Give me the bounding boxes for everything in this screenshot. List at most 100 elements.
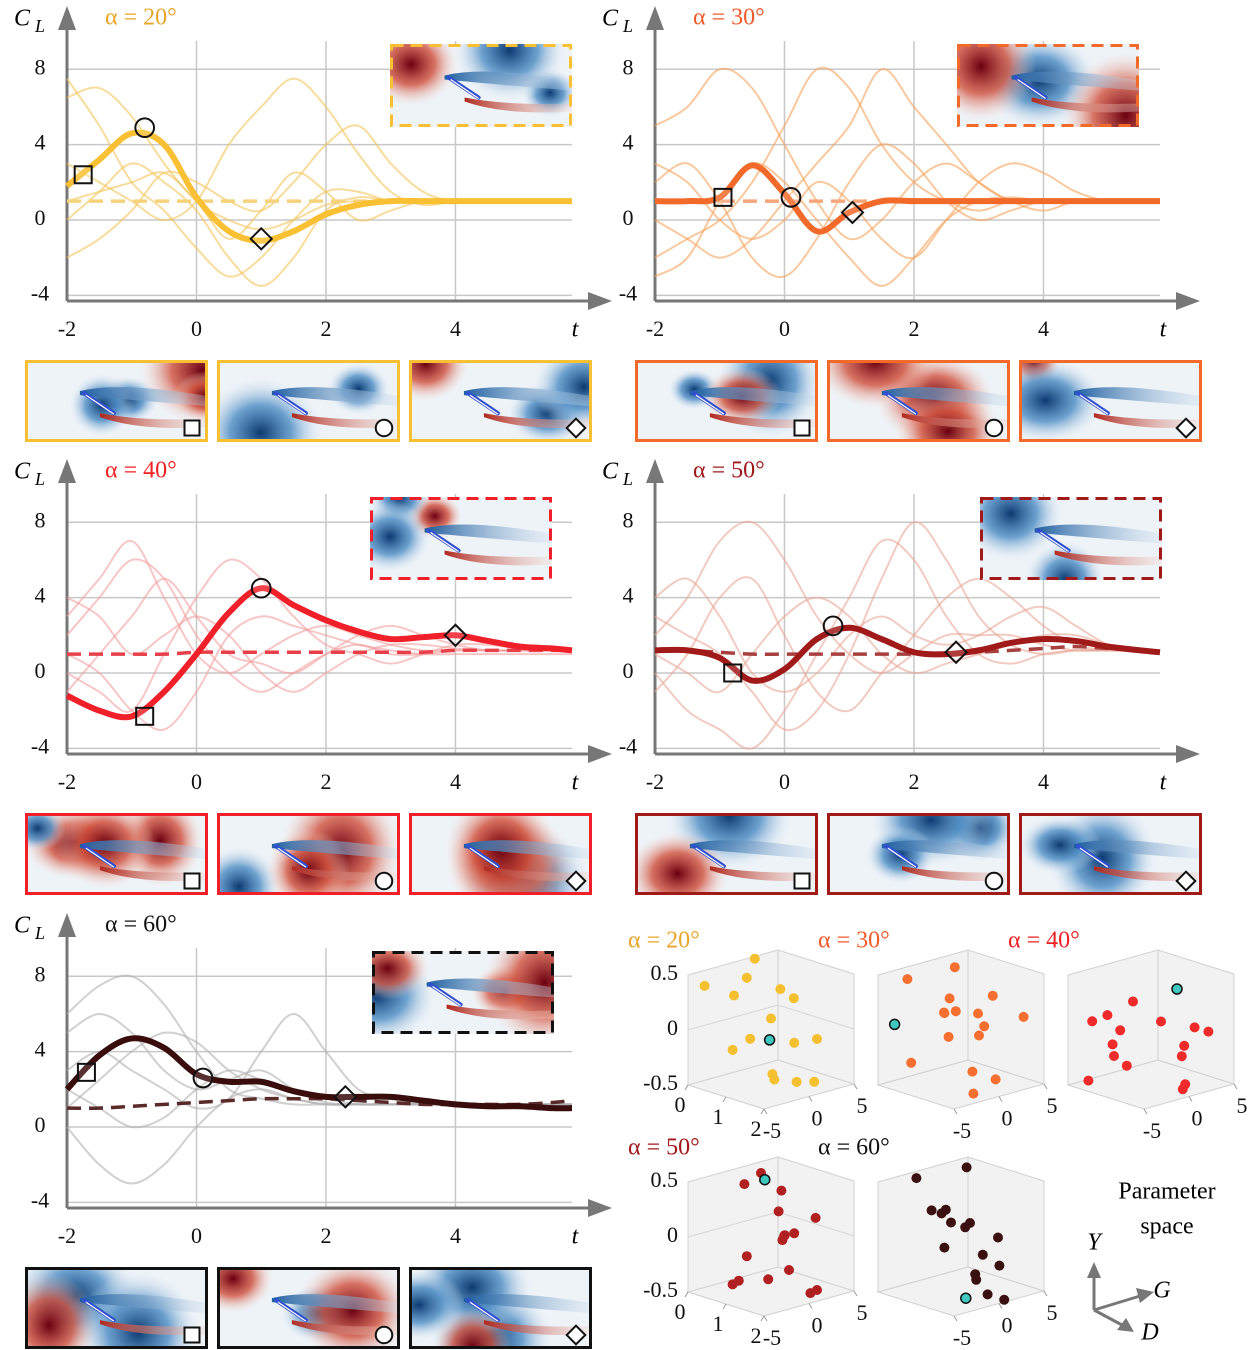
scatter-point: [1115, 1025, 1126, 1036]
wake: [1011, 71, 1139, 91]
airfoil: [1079, 394, 1109, 415]
x-tick-label: 2: [320, 1223, 331, 1248]
y-axis-arrow: [58, 6, 76, 30]
panel-title: α = 50°: [628, 1135, 700, 1161]
scatter-point: [1156, 1016, 1166, 1027]
axis-name-y: Y: [1087, 1230, 1103, 1256]
x-tick-label: 4: [1038, 769, 1049, 794]
tick-mark: [763, 1108, 768, 1115]
scatter-point: [982, 1289, 993, 1300]
wake: [463, 840, 592, 860]
scatter-point: [809, 1076, 820, 1087]
flow-field: [25, 1267, 208, 1349]
flow-field: [635, 360, 818, 442]
x-axis-arrow: [588, 292, 612, 310]
wake: [291, 413, 400, 429]
main-curve: [65, 585, 573, 721]
flow-thumbnail: [25, 360, 208, 442]
flow-thumbnail: [372, 951, 554, 1034]
wake: [271, 840, 400, 860]
wake: [881, 387, 1010, 407]
marker-circle: [374, 871, 394, 891]
y-axis-arrow: [58, 459, 76, 483]
scatter-point: [741, 972, 752, 983]
panel-title: α = 60°: [818, 1135, 890, 1161]
d-tick-label: 1: [713, 1104, 724, 1129]
wake: [1031, 97, 1139, 113]
g-tick-label: 5: [857, 1300, 868, 1325]
flow-thumbnail: [390, 44, 572, 127]
d-tick-label: 0: [675, 1092, 686, 1117]
marker-diamond: [249, 226, 274, 251]
panel-title: α = 30°: [818, 928, 890, 954]
wake: [483, 866, 592, 882]
grid-line: [687, 1156, 855, 1183]
scatter-point: [979, 1021, 990, 1032]
scatter-point: [993, 1232, 1003, 1243]
g-tick-label: 0: [812, 1313, 823, 1338]
flow-field: [635, 813, 818, 895]
x-tick-label: 4: [450, 769, 461, 794]
airfoil: [277, 1301, 307, 1322]
scatter-point: [1128, 996, 1138, 1007]
side-pane: [967, 1156, 1045, 1292]
tick-mark: [953, 1108, 958, 1115]
y-tick-label: 4: [623, 130, 634, 155]
sample-curve: [66, 615, 572, 731]
wake: [444, 71, 572, 91]
wake: [689, 840, 818, 860]
side-pane: [1157, 949, 1235, 1085]
x-axis-label: t: [572, 1224, 580, 1250]
airfoil: [430, 532, 459, 553]
panel-title: α = 20°: [628, 928, 700, 954]
y-tick-label: 4: [35, 130, 46, 155]
d-tick-label: 2: [751, 1323, 762, 1348]
tick-mark: [953, 1315, 958, 1322]
flow-thumbnail: [409, 813, 592, 895]
airfoil: [85, 847, 115, 868]
scatter-point: [733, 1275, 744, 1286]
wake: [444, 550, 552, 566]
scatter-point: [773, 1206, 784, 1217]
marker-circle: [134, 117, 156, 139]
marker-circle: [780, 187, 802, 208]
scatter-point: [944, 993, 955, 1004]
sample-curve: [66, 171, 572, 240]
vortex: [957, 44, 1036, 122]
flow-field: [827, 813, 1010, 895]
scatter-point: [994, 1260, 1005, 1271]
wake: [271, 1294, 400, 1314]
g-tick-label: 5: [1237, 1093, 1248, 1118]
thumbnail-border: [217, 360, 400, 442]
x-tick-label: 2: [320, 769, 331, 794]
scatter-point: [745, 1033, 756, 1044]
wake: [426, 978, 554, 998]
vortex: [217, 1267, 274, 1313]
highlight-point: [960, 1292, 972, 1304]
scatter-point: [1087, 1016, 1098, 1027]
g-tick-label: 0: [1192, 1106, 1203, 1131]
scatter-point: [775, 984, 786, 995]
flow-field: [217, 360, 400, 442]
airfoil: [1040, 532, 1069, 553]
wake: [291, 866, 400, 882]
marker-circle: [374, 418, 394, 438]
flow-field: [25, 360, 208, 442]
mean-curve: [66, 648, 572, 657]
wake: [271, 387, 400, 407]
marker-circle: [984, 871, 1004, 891]
scatter-point: [987, 990, 998, 1001]
scatter-point: [961, 1162, 972, 1173]
highlight-point: [1171, 983, 1183, 995]
flow-thumbnail: [409, 1267, 592, 1349]
flow-thumbnail: [980, 497, 1162, 580]
thumbnail-border: [370, 497, 552, 580]
wake: [709, 413, 818, 429]
panel-title: α = 50°: [693, 458, 765, 484]
wake: [709, 866, 818, 882]
marker-diamond: [333, 1084, 358, 1109]
x-axis-arrow: [1176, 292, 1200, 310]
x-tick-label: -2: [58, 769, 76, 794]
thumbnail-border: [25, 360, 208, 442]
thumbnail-border: [1019, 360, 1202, 442]
